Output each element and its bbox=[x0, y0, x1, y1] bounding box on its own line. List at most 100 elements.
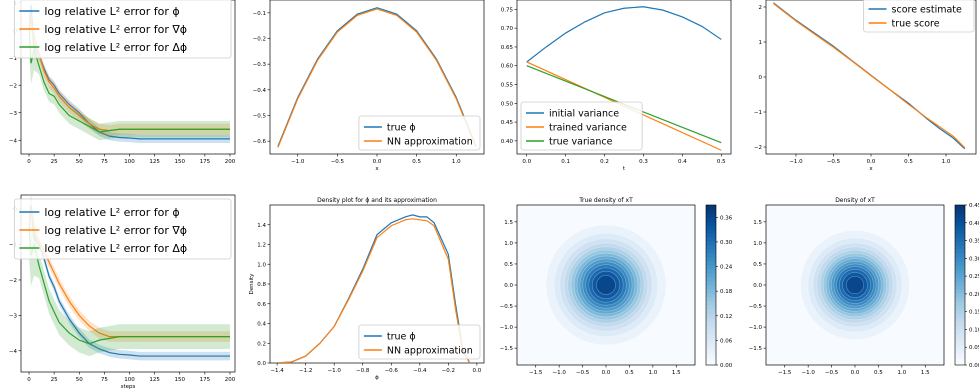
chart-title: Density of xT bbox=[835, 197, 875, 204]
legend-label: log relative L² error for ϕ bbox=[44, 206, 179, 219]
legend-label: true ϕ bbox=[387, 331, 416, 342]
colorbar-tick-label: 0.06 bbox=[720, 338, 733, 344]
y-tick-label: 0.0 bbox=[753, 283, 762, 289]
x-tick-label: −1.5 bbox=[778, 370, 792, 376]
axis-ticks: −1.0 −0.5 0.0 0.5 1.0 2 1 0 −1 −2 bbox=[754, 5, 951, 165]
colorbar-segment bbox=[955, 285, 965, 290]
legend-label: initial variance bbox=[549, 108, 619, 119]
y-tick-label: −0.5 bbox=[500, 304, 514, 310]
colorbar-segment bbox=[955, 249, 965, 254]
colorbar-segment bbox=[706, 213, 716, 218]
colorbar-segment bbox=[706, 221, 716, 226]
x-tick-label: 1.0 bbox=[452, 159, 461, 165]
x-tick-label: 0.1 bbox=[561, 159, 570, 165]
series-3-line bbox=[28, 30, 230, 133]
x-tick-label: 1.0 bbox=[897, 370, 906, 376]
colorbar-segment bbox=[955, 273, 965, 278]
plot-lines bbox=[277, 214, 471, 363]
legend: score estimate true score bbox=[863, 0, 975, 33]
x-tick-label: 175 bbox=[200, 159, 211, 165]
x-tick-label: 0.5 bbox=[717, 159, 726, 165]
colorbar-tick-label: 0.40 bbox=[969, 221, 979, 227]
x-tick-label: −0.4 bbox=[413, 368, 427, 374]
colorbar-segment bbox=[955, 353, 965, 358]
chart-panel-8: 0.450.400.350.300.250.200.150.100.050.00… bbox=[749, 197, 979, 376]
colorbar-segment bbox=[955, 225, 965, 230]
legend-label: true score bbox=[892, 18, 940, 29]
colorbar-frame bbox=[954, 204, 966, 366]
colorbar-segment bbox=[955, 349, 965, 354]
x-tick-label: −0.5 bbox=[331, 159, 345, 165]
y-tick-label: −1.5 bbox=[500, 346, 514, 352]
x-tick-label: 0.3 bbox=[639, 159, 648, 165]
y-tick-label: 0.75 bbox=[501, 7, 514, 13]
colorbar-segment bbox=[706, 257, 716, 262]
colorbar-segment bbox=[706, 249, 716, 254]
x-tick-label: 0.5 bbox=[625, 370, 634, 376]
y-tick-label: −1 bbox=[9, 243, 17, 249]
x-tick-label: −0.5 bbox=[827, 159, 841, 165]
colorbar-segment bbox=[706, 229, 716, 234]
colorbar-segment bbox=[955, 345, 965, 350]
legend-label: log relative L² error for Δϕ bbox=[44, 41, 187, 54]
axis-ticks: −1.5 −1.0 −0.5 0.0 0.5 1.0 1.5 1.5 1.0 0.5 0.0 −0.5… bbox=[500, 220, 681, 376]
legend-label: NN approximation bbox=[387, 136, 473, 147]
x-tick-label: 0.0 bbox=[522, 159, 531, 165]
colorbar-tick-label: 0.12 bbox=[720, 314, 732, 320]
x-tick-label: 0.0 bbox=[602, 370, 611, 376]
y-tick-label: −2 bbox=[9, 83, 17, 89]
colorbar-segment bbox=[706, 237, 716, 242]
colorbar-segment bbox=[706, 233, 716, 238]
x-axis-label: steps bbox=[121, 384, 136, 390]
x-axis-label: ϕ bbox=[375, 375, 379, 381]
legend-label: score estimate bbox=[892, 4, 963, 15]
colorbar-segment bbox=[706, 325, 716, 330]
colorbar-segment bbox=[955, 281, 965, 286]
y-tick-label: −0.6 bbox=[253, 139, 267, 145]
y-tick-label: −0.5 bbox=[253, 114, 267, 120]
x-tick-label: 25 bbox=[51, 377, 58, 383]
chart-panel-7: 0.36 0.30 0.24 0.18 0.12 0.06 0.00 −1.5 −1.0 −0.5… bbox=[500, 197, 733, 376]
y-tick-label: −3 bbox=[9, 111, 18, 117]
colorbar-tick-label: 0.45 bbox=[969, 203, 979, 209]
colorbar-segment bbox=[706, 253, 716, 258]
y-tick-label: −2 bbox=[754, 145, 762, 151]
y-tick-label: 0.60 bbox=[501, 64, 514, 70]
colorbar-segment bbox=[706, 285, 716, 290]
x-tick-label: 25 bbox=[51, 159, 58, 165]
chart-panel-3: 0.0 0.1 0.2 0.3 0.4 0.5 0.75 0.70 0.65 0.60 0.55 0.… bbox=[501, 0, 732, 172]
colorbar-segment bbox=[955, 245, 965, 250]
colorbar-segment bbox=[706, 205, 716, 210]
colorbar-segment bbox=[955, 361, 965, 366]
colorbar-frame bbox=[705, 204, 717, 366]
y-tick-label: 0.0 bbox=[504, 283, 513, 289]
y-tick-label: 0.8 bbox=[257, 282, 266, 288]
density-contour bbox=[845, 275, 864, 294]
density-contour bbox=[596, 275, 616, 295]
y-tick-label: 0.5 bbox=[753, 262, 762, 268]
legend-label: trained variance bbox=[549, 122, 627, 133]
x-tick-label: −1.2 bbox=[299, 368, 312, 374]
series-3-line bbox=[28, 226, 230, 345]
x-tick-label: 50 bbox=[76, 159, 83, 165]
colorbar-segment bbox=[706, 225, 716, 230]
colorbar-segment bbox=[955, 241, 965, 246]
axis-ticks: −1.0 −0.5 0.0 0.5 1.0 −0.1 −0.2 −0.3 −0.4 −0.5 −0.… bbox=[253, 11, 461, 165]
axes-frame bbox=[20, 194, 236, 373]
legend-label: true variance bbox=[549, 136, 613, 147]
x-tick-label: 125 bbox=[149, 377, 160, 383]
y-tick-label: 1.0 bbox=[257, 262, 266, 268]
colorbar-tick-label: 0.25 bbox=[969, 274, 979, 280]
x-axis-label: t bbox=[623, 166, 626, 172]
legend-label: log relative L² error for ∇ϕ bbox=[44, 224, 187, 237]
legend-box bbox=[520, 101, 643, 151]
colorbar-segment bbox=[955, 325, 965, 330]
colorbar-tick-label: 0.24 bbox=[720, 265, 733, 271]
y-tick-label: −4 bbox=[9, 349, 18, 355]
y-tick-label: 0.0 bbox=[257, 361, 266, 367]
colorbar-segment bbox=[955, 289, 965, 294]
x-tick-label: −0.2 bbox=[442, 368, 455, 374]
colorbar-tick-label: 0.20 bbox=[969, 292, 979, 298]
x-tick-label: 75 bbox=[101, 377, 108, 383]
legend: initial variance trained variance true var… bbox=[520, 101, 643, 151]
